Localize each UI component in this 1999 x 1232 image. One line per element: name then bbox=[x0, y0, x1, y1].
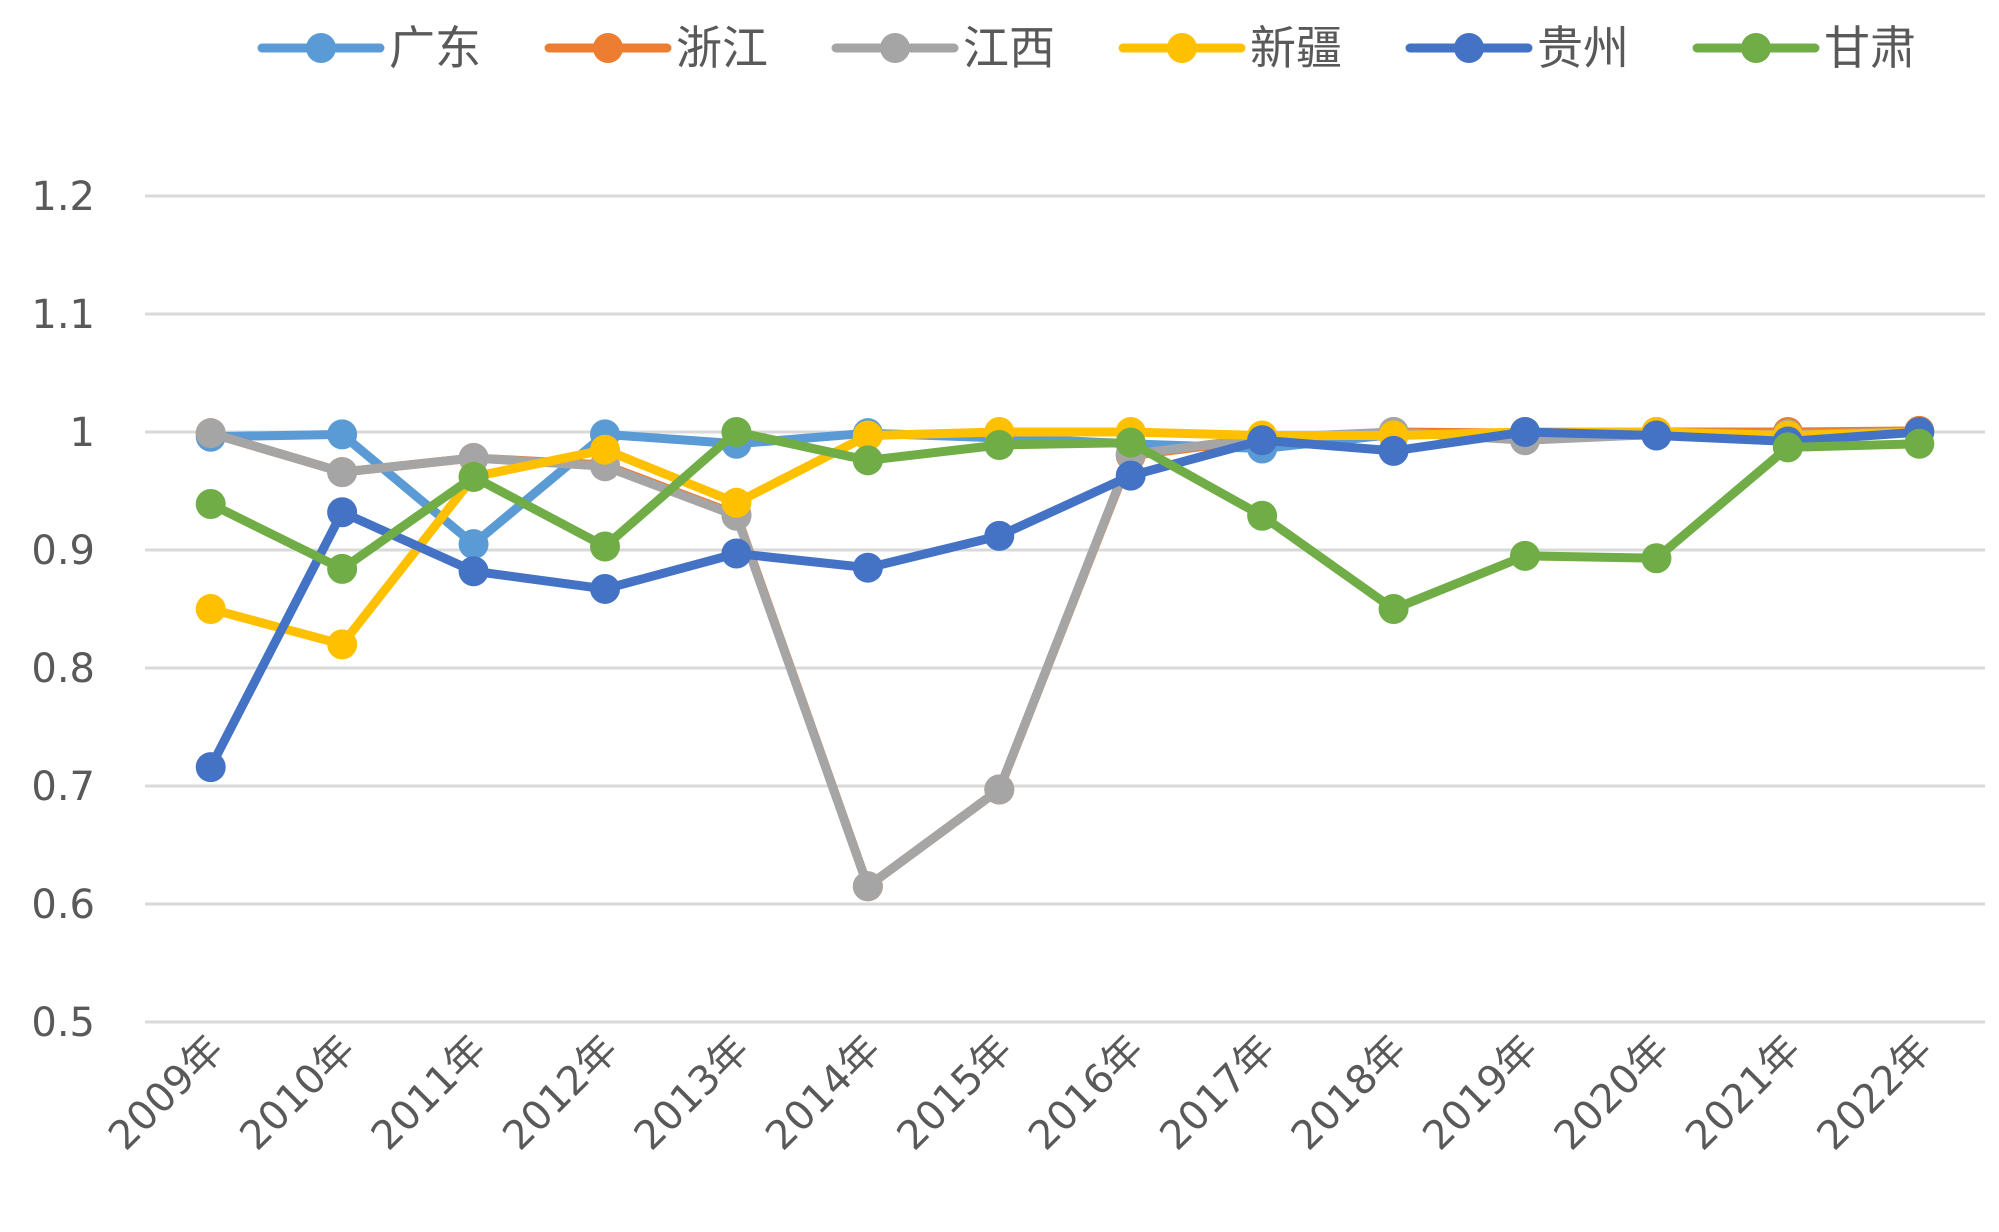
data-point bbox=[195, 418, 226, 449]
legend-marker bbox=[593, 33, 623, 63]
series-6 bbox=[195, 417, 1935, 624]
y-tick-label: 1 bbox=[70, 410, 95, 456]
x-tick-label: 2013年 bbox=[626, 1027, 759, 1160]
data-point bbox=[327, 629, 358, 660]
y-tick-label: 0.6 bbox=[31, 882, 95, 928]
y-tick-label: 0.5 bbox=[31, 1000, 95, 1046]
series-line bbox=[206, 427, 1924, 614]
legend-marker bbox=[880, 33, 910, 63]
data-point bbox=[1641, 420, 1672, 451]
x-tick-label: 2009年 bbox=[100, 1027, 233, 1160]
series-line bbox=[206, 426, 1924, 891]
data-point bbox=[1247, 425, 1278, 456]
data-point bbox=[852, 871, 883, 902]
x-tick-label: 2019年 bbox=[1414, 1027, 1547, 1160]
x-tick-label: 2018年 bbox=[1283, 1027, 1416, 1160]
legend-item: 新疆 bbox=[1118, 21, 1342, 75]
data-point bbox=[1772, 432, 1803, 463]
data-point bbox=[1115, 460, 1146, 491]
x-tick-label: 2014年 bbox=[757, 1027, 890, 1160]
legend-label: 浙江 bbox=[676, 21, 768, 75]
x-tick-label: 2020年 bbox=[1546, 1027, 1679, 1160]
y-tick-label: 1.2 bbox=[31, 174, 95, 220]
data-point bbox=[852, 420, 883, 451]
x-tick-label: 2022年 bbox=[1809, 1027, 1942, 1160]
data-point bbox=[1115, 427, 1146, 458]
y-tick-label: 0.8 bbox=[31, 646, 95, 692]
data-point bbox=[984, 520, 1015, 551]
data-point bbox=[721, 487, 752, 518]
data-point bbox=[195, 752, 226, 783]
data-point bbox=[1247, 500, 1278, 531]
legend: 广东 浙江 江西 新疆 贵州 甘肃 bbox=[257, 21, 1916, 75]
legend-item: 贵州 bbox=[1405, 21, 1629, 75]
data-point bbox=[195, 594, 226, 624]
data-point bbox=[1378, 594, 1409, 624]
data-point bbox=[327, 419, 358, 450]
data-point bbox=[1510, 540, 1540, 571]
data-point bbox=[195, 488, 226, 519]
data-point bbox=[458, 461, 489, 492]
data-point bbox=[590, 531, 620, 562]
legend-label: 新疆 bbox=[1250, 21, 1342, 75]
data-point bbox=[327, 553, 358, 584]
data-point bbox=[721, 417, 752, 447]
data-point bbox=[1378, 435, 1409, 466]
data-point bbox=[984, 774, 1015, 805]
data-point bbox=[327, 457, 358, 488]
data-point bbox=[984, 429, 1015, 460]
x-tick-label: 2015年 bbox=[889, 1027, 1022, 1160]
data-point bbox=[721, 538, 752, 569]
legend-marker bbox=[1167, 33, 1197, 63]
data-point bbox=[458, 529, 489, 560]
legend-label: 贵州 bbox=[1537, 21, 1629, 75]
legend-marker bbox=[1454, 33, 1484, 63]
x-tick-label: 2011年 bbox=[363, 1027, 496, 1160]
series-lines bbox=[195, 415, 1935, 902]
data-point bbox=[1510, 417, 1540, 447]
y-tick-label: 0.9 bbox=[31, 528, 95, 574]
legend-label: 江西 bbox=[963, 21, 1055, 75]
data-point bbox=[590, 434, 620, 465]
legend-item: 甘肃 bbox=[1692, 21, 1916, 75]
legend-item: 浙江 bbox=[544, 21, 768, 75]
y-gridlines bbox=[145, 194, 1985, 1024]
legend-item: 广东 bbox=[257, 21, 481, 75]
legend-label: 甘肃 bbox=[1824, 21, 1916, 75]
data-point bbox=[590, 573, 620, 604]
x-axis: 2009年2010年2011年2012年2013年2014年2015年2016年… bbox=[100, 1027, 1941, 1160]
y-tick-label: 0.7 bbox=[31, 764, 95, 810]
data-point bbox=[458, 556, 489, 587]
series-line bbox=[206, 427, 1924, 891]
data-point bbox=[852, 445, 883, 476]
data-point bbox=[1641, 543, 1672, 574]
legend-marker bbox=[306, 33, 336, 63]
series-line bbox=[206, 427, 1924, 772]
x-tick-label: 2017年 bbox=[1151, 1027, 1284, 1160]
x-tick-label: 2021年 bbox=[1677, 1027, 1810, 1160]
legend-marker bbox=[1741, 33, 1771, 63]
data-point bbox=[327, 497, 358, 528]
legend-label: 广东 bbox=[389, 21, 481, 75]
y-axis: 0.5 0.6 0.7 0.8 0.9 1 1.1 1.2 bbox=[31, 174, 95, 1046]
data-point bbox=[1904, 428, 1935, 459]
series-5 bbox=[195, 417, 1935, 783]
x-tick-label: 2016年 bbox=[1020, 1027, 1153, 1160]
y-tick-label: 1.1 bbox=[31, 292, 95, 338]
x-tick-label: 2012年 bbox=[494, 1027, 627, 1160]
legend-item: 江西 bbox=[831, 21, 1055, 75]
x-tick-label: 2010年 bbox=[231, 1027, 364, 1160]
data-point bbox=[852, 552, 883, 583]
